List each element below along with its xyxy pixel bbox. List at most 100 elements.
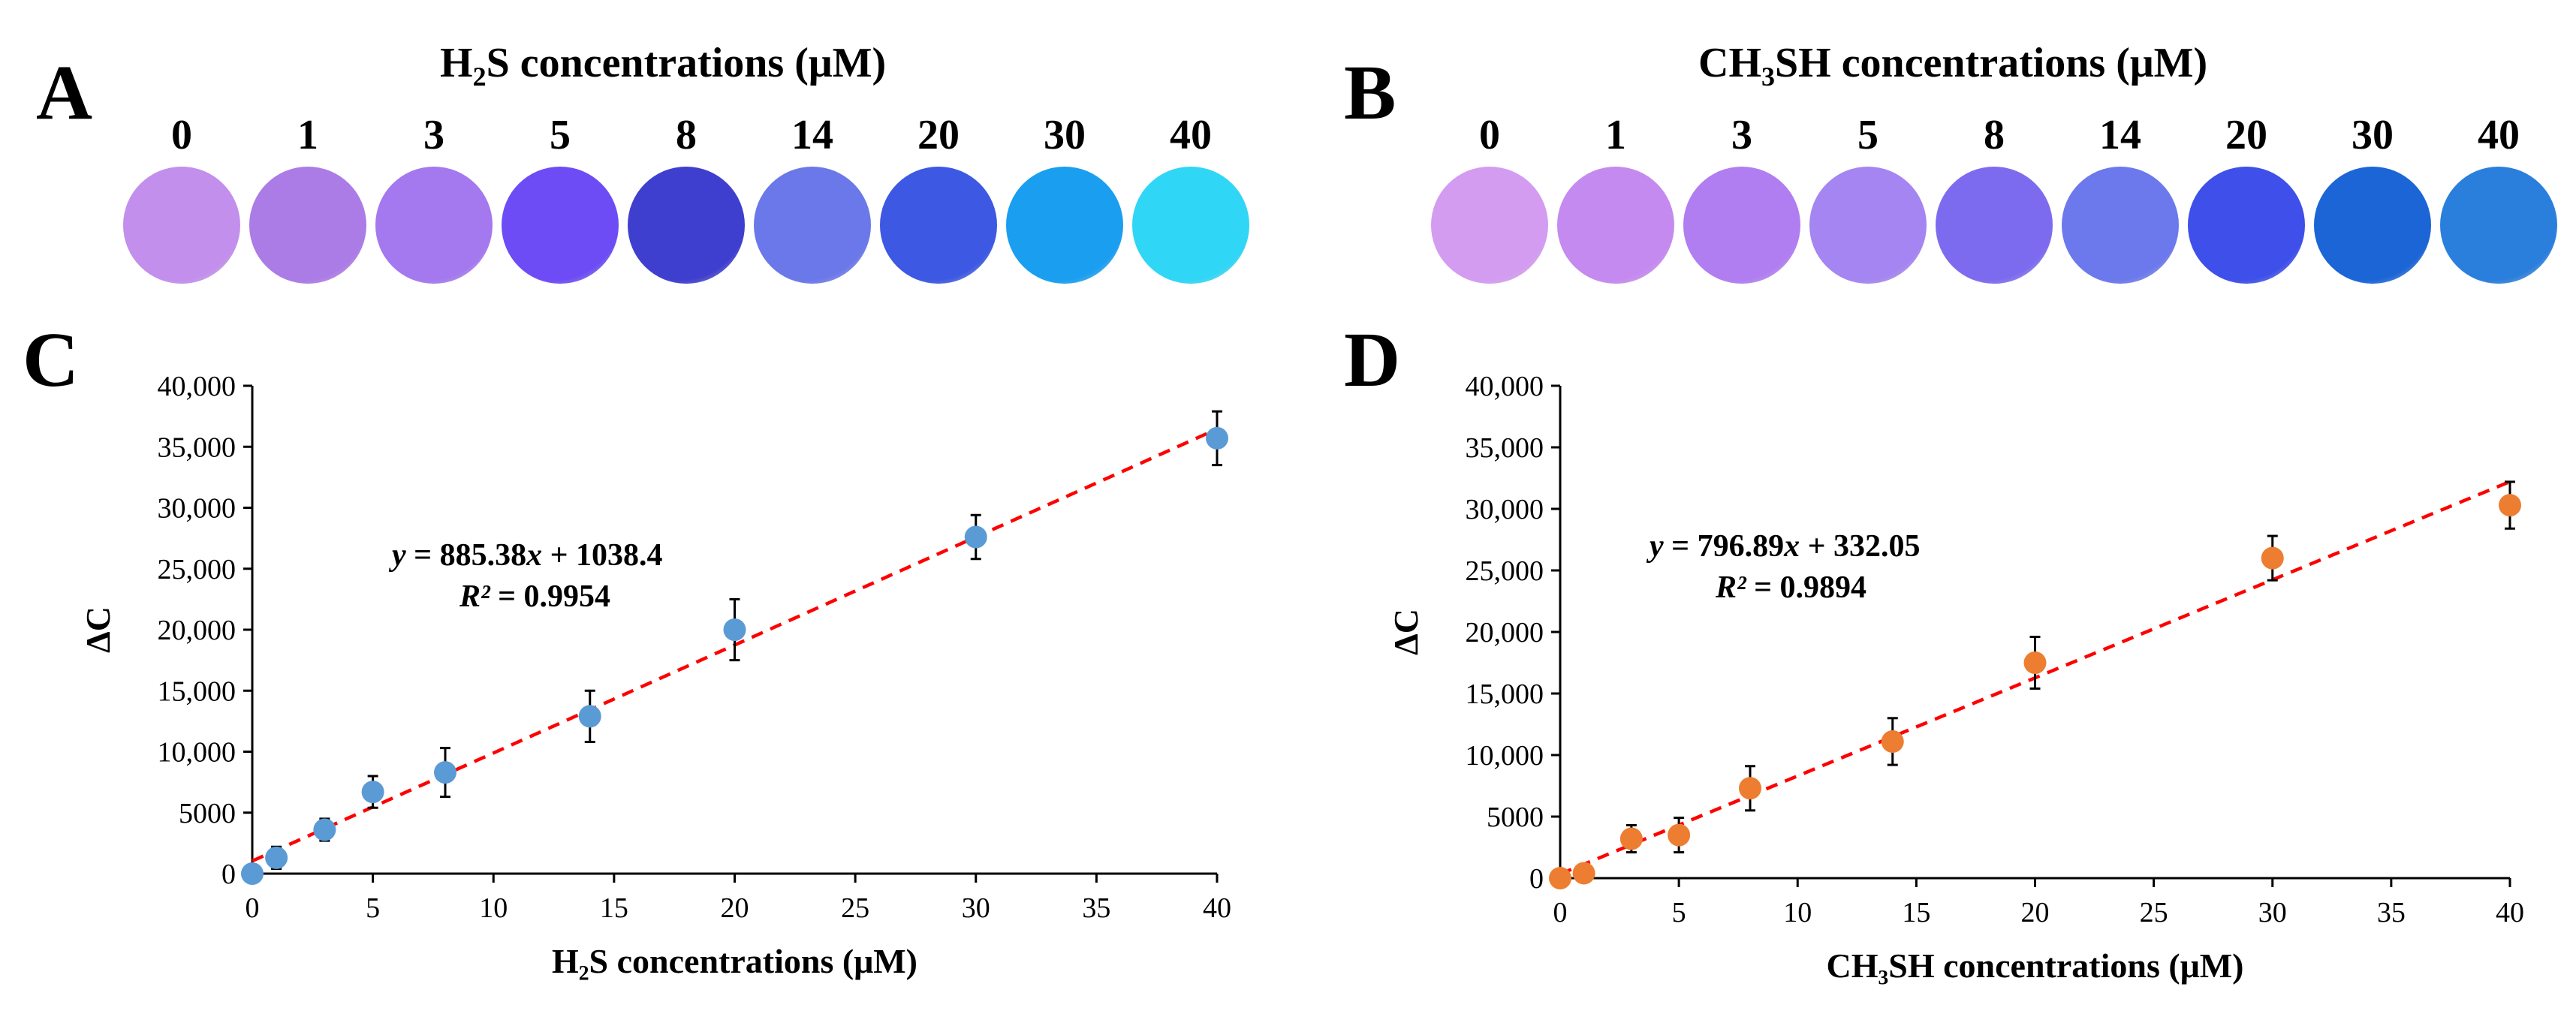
conc-label-a-7: 30 [1044, 112, 1086, 158]
r2-c: R² = 0.9954 [459, 579, 610, 614]
strip-title-b-pre: CH [1698, 40, 1761, 86]
data-point [2261, 546, 2284, 570]
y-tick-label: 35,000 [158, 432, 237, 463]
x-axis-title-c: H₂S concentrations (μM) [552, 942, 917, 980]
equation-c-x: x [526, 538, 542, 573]
data-point [1572, 862, 1595, 885]
conc-label-a-2: 3 [423, 112, 444, 158]
conc-label-b-3: 5 [1857, 112, 1879, 158]
strip-title-b-post: SH concentrations (μM) [1775, 40, 2208, 86]
y-tick-label: 20,000 [158, 615, 237, 646]
sample-disc-b-4 [1936, 167, 2053, 284]
x-tick-label: 40 [2496, 897, 2524, 928]
conc-label-a-3: 5 [550, 112, 571, 158]
x-tick-label: 40 [1203, 892, 1231, 924]
x-tick-label: 5 [1672, 897, 1686, 928]
sample-disc-a-0 [123, 167, 240, 284]
r2-c-value: = 0.9954 [490, 579, 610, 614]
y-tick-label: 15,000 [158, 675, 237, 707]
panel-label-d: D [1344, 317, 1401, 403]
conc-label-b-0: 0 [1479, 112, 1500, 158]
y-tick-label: 25,000 [158, 554, 237, 585]
y-tick-label: 5000 [1487, 802, 1544, 833]
equation-d-body: = 796.89 [1664, 529, 1784, 564]
strip-title-b: CH3SH concentrations (μM) [1698, 39, 2207, 92]
x-axis-title-d: CH₃SH concentrations (μM) [1826, 946, 2243, 985]
data-point [1619, 827, 1643, 850]
sample-disc-a-2 [375, 167, 493, 284]
x-tick-label: 35 [2377, 897, 2406, 928]
equation-d-y: y [1646, 529, 1664, 564]
conc-label-a-6: 20 [917, 112, 960, 158]
data-point [723, 618, 746, 641]
r2-d-label: R² [1715, 570, 1747, 605]
y-tick-label: 40,000 [1466, 371, 1544, 402]
r2-c-label: R² [459, 579, 491, 614]
conc-label-b-7: 30 [2352, 112, 2394, 158]
sample-disc-b-2 [1683, 167, 1800, 284]
conc-label-b-5: 14 [2099, 112, 2141, 158]
conc-label-b-8: 40 [2478, 112, 2520, 158]
sample-disc-b-0 [1431, 167, 1548, 284]
y-tick-label: 15,000 [1466, 678, 1544, 710]
sample-disc-a-7 [1006, 167, 1123, 284]
panel-label-b: B [1344, 50, 1396, 136]
sample-disc-b-8 [2440, 167, 2557, 284]
data-point [2023, 651, 2047, 674]
x-tick-label: 0 [1553, 897, 1568, 928]
y-tick-label: 35,000 [1466, 432, 1544, 464]
conc-label-a-0: 0 [171, 112, 192, 158]
equation-c-tail: + 1038.4 [542, 538, 662, 573]
x-tick-label: 30 [2258, 897, 2287, 928]
equation-d-x: x [1783, 529, 1800, 564]
strip-title-b-sub: 3 [1761, 62, 1775, 92]
sample-disc-b-5 [2062, 167, 2179, 284]
panel-label-a: A [36, 50, 93, 136]
conc-label-b-4: 8 [1984, 112, 2005, 158]
equation-d-tail: + 332.05 [1800, 529, 1920, 564]
data-point [265, 846, 288, 869]
data-point [1668, 823, 1691, 847]
conc-label-a-1: 1 [297, 112, 318, 158]
x-tick-label: 15 [1902, 897, 1930, 928]
y-tick-label: 5000 [179, 798, 236, 829]
x-tick-label: 30 [962, 892, 990, 924]
data-point [2499, 494, 2521, 517]
y-tick-label: 30,000 [1466, 494, 1544, 525]
y-tick-label: 0 [221, 859, 236, 890]
equation-d: y = 796.89x + 332.05 [1646, 529, 1921, 564]
sample-disc-a-1 [249, 167, 366, 284]
chart-d: y = 796.89x + 332.05 R² = 0.9894 CH₃SH c… [1387, 371, 2524, 985]
data-point [241, 862, 264, 885]
data-point [1881, 730, 1904, 753]
equation-c: y = 885.38x + 1038.4 [388, 538, 663, 573]
data-point [964, 525, 987, 549]
sample-disc-b-6 [2188, 167, 2305, 284]
conc-label-a-5: 14 [791, 112, 833, 158]
data-point [1549, 867, 1571, 889]
sample-disc-a-5 [754, 167, 871, 284]
data-point [313, 818, 336, 841]
x-tick-label: 10 [479, 892, 508, 924]
sample-disc-b-3 [1809, 167, 1927, 284]
data-point [361, 781, 384, 804]
y-axis-title-d: ΔC [1387, 609, 1425, 655]
sample-disc-a-3 [502, 167, 619, 284]
y-tick-label: 40,000 [158, 371, 237, 402]
strip-title-a-post: S concentrations (μM) [486, 40, 887, 86]
x-tick-label: 20 [2021, 897, 2050, 928]
x-tick-label: 25 [2140, 897, 2168, 928]
x-tick-label: 0 [246, 892, 260, 924]
x-tick-label: 20 [721, 892, 749, 924]
conc-label-a-4: 8 [676, 112, 697, 158]
r2-d: R² = 0.9894 [1715, 570, 1866, 605]
data-point [1739, 777, 1761, 800]
conc-label-b-1: 1 [1605, 112, 1626, 158]
y-axis-title-c: ΔC [79, 606, 117, 653]
sample-disc-a-6 [880, 167, 997, 284]
y-tick-label: 30,000 [158, 493, 237, 525]
sample-disc-b-7 [2314, 167, 2431, 284]
data-point [434, 761, 456, 784]
x-tick-label: 10 [1783, 897, 1812, 928]
x-tick-label: 15 [600, 892, 628, 924]
